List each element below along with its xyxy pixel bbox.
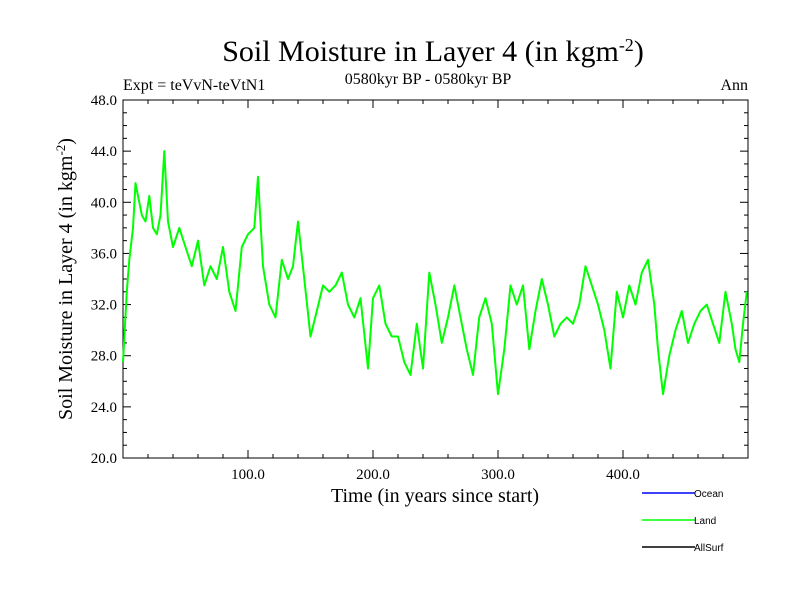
legend-label-allsurf: AllSurf — [694, 543, 724, 554]
axis-ticks — [123, 100, 748, 458]
y-tick-label: 48.0 — [91, 93, 117, 109]
chart-title-main: Soil Moisture in Layer 4 (in kgm — [222, 35, 619, 68]
legend-label-land: Land — [694, 516, 716, 527]
x-axis-label: Time (in years since start) — [331, 485, 539, 507]
x-tick-label: 300.0 — [481, 467, 515, 483]
y-tick-label: 28.0 — [91, 349, 117, 365]
season-label: Ann — [720, 77, 748, 94]
legend: Ocean Land AllSurf — [642, 489, 724, 554]
chart-title: Soil Moisture in Layer 4 (in kgm-2) — [222, 35, 644, 68]
y-axis-label: Soil Moisture in Layer 4 (in kgm-2) — [53, 138, 78, 420]
y-tick-label: 24.0 — [91, 400, 117, 416]
period-label: 0580kyr BP - 0580kyr BP — [345, 71, 512, 88]
x-tick-label: 200.0 — [356, 467, 390, 483]
y-tick-label: 20.0 — [91, 451, 117, 467]
y-tick-label: 36.0 — [91, 246, 117, 262]
chart-title-sup: -2 — [619, 35, 634, 55]
x-tick-label: 100.0 — [231, 467, 265, 483]
axis-tick-labels: 100.0 200.0 300.0 400.0 20.0 24.0 28.0 32.0 36.0… — [91, 93, 640, 483]
x-tick-label: 400.0 — [606, 467, 640, 483]
series-line-land — [122, 150, 748, 396]
y-tick-label: 44.0 — [91, 144, 117, 160]
legend-label-ocean: Ocean — [694, 489, 723, 500]
series-lines — [122, 150, 748, 396]
y-tick-label: 32.0 — [91, 298, 117, 314]
y-axis-label-main: Soil Moisture in Layer 4 (in kgm — [55, 155, 77, 420]
y-axis-label-sup: -2 — [53, 145, 68, 156]
chart-title-end: ) — [634, 35, 644, 68]
expt-label: Expt = teVvN-teVtN1 — [123, 77, 265, 94]
y-axis-label-end: ) — [55, 138, 77, 145]
y-tick-label: 40.0 — [91, 195, 117, 211]
